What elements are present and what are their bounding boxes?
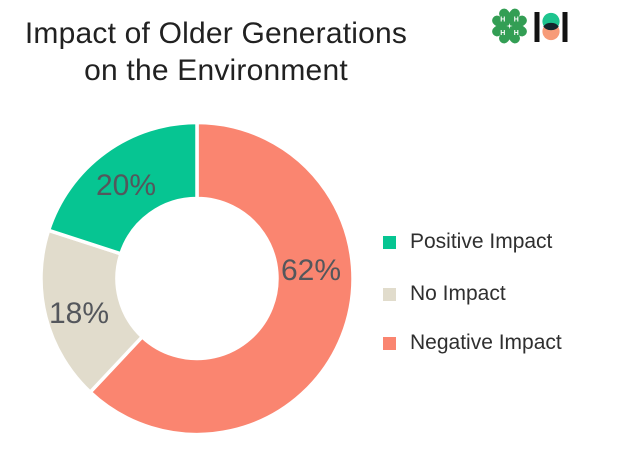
donut-slice-positive-impact [46,120,199,256]
legend-label-negative-impact: Negative Impact [410,331,562,354]
legend-label-positive-impact: Positive Impact [410,230,553,253]
legend-item-no-impact: No Impact [383,282,506,306]
slice-label-negative-impact: 62% [280,254,342,287]
legend-item-positive-impact: Positive Impact [383,230,552,254]
svg-text:H: H [500,16,505,23]
chart-title-line-1: Impact of Older Generations [24,17,408,50]
chart-title-line-2: on the Environment [84,54,348,87]
legend-label-no-impact: No Impact [410,282,506,305]
legend-swatch-positive-impact [383,235,396,249]
legend-swatch-negative-impact [383,336,396,350]
legend-item-negative-impact: Negative Impact [383,331,562,355]
harris-poll-icon [534,12,568,42]
slice-label-positive-impact: 20% [95,169,157,202]
svg-text:H: H [514,30,519,37]
legend-swatch-no-impact [383,287,396,301]
four-h-clover-icon: H H H H [492,8,527,44]
svg-text:H: H [514,16,519,23]
svg-text:H: H [500,30,505,37]
clover-stem [513,30,521,40]
slice-label-no-impact: 18% [48,297,110,330]
chart-title: Impact of Older Generations on the Envir… [0,15,432,89]
donut-slice-negative-impact [88,120,355,437]
